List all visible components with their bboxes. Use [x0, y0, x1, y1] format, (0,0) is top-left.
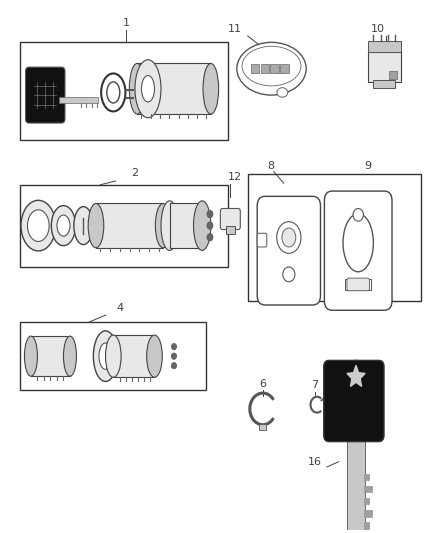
Bar	[344, 279, 371, 290]
Ellipse shape	[74, 207, 93, 245]
Ellipse shape	[64, 336, 76, 376]
Bar	[169, 204, 202, 248]
Bar	[364, 498, 369, 504]
Ellipse shape	[106, 82, 120, 103]
Ellipse shape	[161, 201, 178, 251]
Bar	[226, 226, 234, 234]
Ellipse shape	[105, 335, 121, 377]
Polygon shape	[346, 366, 364, 386]
Ellipse shape	[21, 200, 56, 251]
Ellipse shape	[155, 204, 170, 248]
Ellipse shape	[129, 63, 145, 114]
Text: 7: 7	[311, 381, 318, 391]
Ellipse shape	[141, 76, 154, 102]
Bar	[96, 204, 163, 248]
Ellipse shape	[236, 42, 305, 95]
Ellipse shape	[134, 60, 161, 118]
FancyBboxPatch shape	[323, 360, 383, 442]
Ellipse shape	[146, 335, 162, 377]
Text: 10: 10	[370, 25, 384, 35]
Bar	[20, 185, 228, 266]
Bar	[137, 63, 210, 114]
Ellipse shape	[88, 204, 103, 248]
Bar	[388, 71, 396, 79]
Text: 2: 2	[131, 168, 138, 178]
Ellipse shape	[206, 211, 212, 217]
FancyBboxPatch shape	[257, 233, 266, 247]
Ellipse shape	[193, 201, 210, 251]
Bar	[346, 433, 364, 533]
Ellipse shape	[276, 222, 300, 253]
Text: 12: 12	[227, 172, 241, 182]
Bar	[20, 322, 206, 391]
Ellipse shape	[342, 214, 373, 272]
Bar	[31, 336, 70, 376]
Text: 1: 1	[123, 18, 130, 28]
Ellipse shape	[281, 228, 295, 247]
Bar	[113, 335, 154, 377]
Ellipse shape	[28, 210, 49, 241]
Ellipse shape	[171, 362, 176, 369]
Ellipse shape	[171, 353, 176, 359]
FancyBboxPatch shape	[220, 208, 240, 230]
Text: 8: 8	[267, 160, 274, 171]
Text: 9: 9	[364, 160, 371, 171]
Bar	[364, 522, 369, 529]
Ellipse shape	[171, 343, 176, 350]
FancyBboxPatch shape	[346, 278, 369, 291]
Bar	[364, 510, 371, 516]
Ellipse shape	[241, 46, 300, 86]
Bar	[270, 64, 279, 74]
Bar	[367, 41, 400, 52]
Bar	[247, 174, 420, 301]
Bar	[260, 64, 268, 74]
Bar	[364, 474, 369, 480]
Ellipse shape	[25, 336, 37, 376]
Ellipse shape	[93, 331, 117, 382]
Text: 16: 16	[307, 457, 321, 467]
Bar	[367, 52, 400, 82]
Ellipse shape	[202, 63, 218, 114]
Ellipse shape	[282, 267, 294, 282]
Ellipse shape	[206, 222, 212, 229]
FancyBboxPatch shape	[25, 67, 65, 123]
Bar	[20, 42, 228, 140]
Bar	[364, 486, 371, 492]
Bar	[59, 96, 98, 103]
Text: 6: 6	[259, 379, 266, 389]
Ellipse shape	[51, 206, 75, 246]
FancyBboxPatch shape	[324, 191, 391, 310]
Ellipse shape	[352, 208, 363, 221]
Ellipse shape	[99, 343, 112, 369]
Ellipse shape	[101, 74, 125, 111]
Ellipse shape	[206, 233, 212, 241]
Ellipse shape	[57, 215, 70, 236]
Ellipse shape	[226, 215, 234, 225]
Bar	[250, 64, 259, 74]
Text: 4: 4	[116, 303, 123, 313]
Ellipse shape	[276, 88, 287, 97]
Bar	[373, 80, 394, 88]
Bar	[259, 424, 266, 430]
Text: 11: 11	[227, 25, 241, 35]
Bar	[279, 64, 288, 74]
FancyBboxPatch shape	[257, 196, 320, 305]
